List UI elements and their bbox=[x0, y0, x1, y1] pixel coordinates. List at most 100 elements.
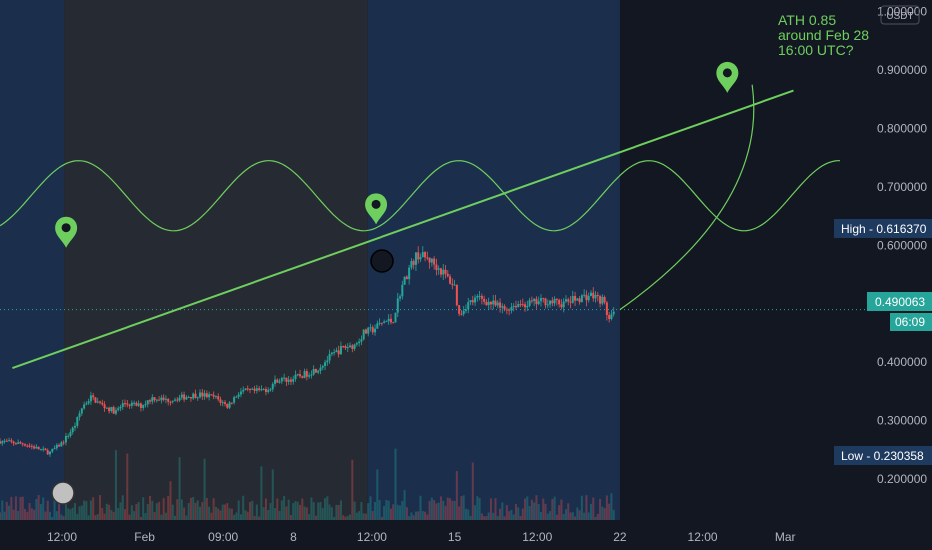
volume-bar bbox=[612, 509, 615, 520]
candle-body bbox=[164, 398, 167, 400]
candle-body bbox=[208, 394, 211, 398]
candle-body bbox=[92, 395, 95, 398]
candle-body bbox=[283, 377, 286, 379]
volume-bar bbox=[137, 501, 140, 520]
volume-bar bbox=[367, 503, 370, 520]
candle-body bbox=[599, 296, 602, 304]
volume-bar bbox=[80, 505, 83, 520]
volume-bar bbox=[510, 509, 513, 520]
volume-bar bbox=[228, 508, 231, 520]
candle-body bbox=[317, 370, 320, 373]
candle-body bbox=[542, 298, 545, 300]
marker-pin-1[interactable] bbox=[365, 193, 388, 225]
volume-bar bbox=[430, 497, 433, 520]
x-tick-label: 15 bbox=[448, 530, 462, 544]
volume-bar bbox=[417, 511, 420, 520]
x-tick-label: Feb bbox=[134, 530, 155, 544]
candle-body bbox=[587, 296, 590, 301]
candle-body bbox=[69, 432, 72, 436]
candle-body bbox=[453, 284, 456, 286]
candle-body bbox=[364, 329, 367, 334]
volume-bar bbox=[246, 511, 249, 520]
candle-body bbox=[319, 367, 322, 371]
candle-body bbox=[580, 295, 583, 303]
volume-bar bbox=[39, 503, 42, 520]
candle-body bbox=[469, 300, 472, 303]
candle-body bbox=[455, 284, 458, 306]
trendline[interactable] bbox=[12, 89, 794, 370]
candle-body bbox=[471, 300, 474, 303]
candle-body bbox=[467, 302, 470, 310]
sine-wave-drawing[interactable] bbox=[0, 160, 840, 232]
candle-body bbox=[269, 389, 272, 391]
volume-bar bbox=[317, 502, 320, 520]
marker-pin-0[interactable] bbox=[55, 216, 78, 248]
volume-bar bbox=[24, 508, 27, 520]
candle-body bbox=[221, 402, 224, 404]
volume-bar bbox=[99, 495, 102, 520]
volume-bar bbox=[305, 507, 308, 520]
volume-bar bbox=[12, 509, 15, 520]
candle-body bbox=[612, 311, 615, 315]
candle-body bbox=[85, 403, 88, 405]
candle-body bbox=[212, 394, 215, 397]
volume-bar bbox=[458, 506, 461, 520]
ath-annotation[interactable]: ATH 0.85 around Feb 28 16:00 UTC? bbox=[778, 12, 869, 58]
candle-body bbox=[80, 408, 83, 414]
volume-bar bbox=[383, 506, 386, 520]
volume-bar bbox=[208, 506, 211, 520]
volume-bar bbox=[230, 508, 233, 520]
volume-bar bbox=[267, 510, 270, 520]
marker-pin-2[interactable] bbox=[716, 61, 739, 93]
candle-body bbox=[253, 388, 256, 391]
volume-bar bbox=[437, 502, 440, 520]
candle-body bbox=[426, 257, 429, 259]
candle-body bbox=[396, 298, 399, 313]
volume-bar bbox=[308, 514, 311, 520]
event-circle-light[interactable] bbox=[51, 481, 75, 505]
volume-bar bbox=[514, 503, 517, 520]
candle-body bbox=[33, 446, 36, 449]
annotation-line-1: around Feb 28 bbox=[778, 27, 869, 43]
volume-bar bbox=[451, 500, 454, 520]
candle-body bbox=[353, 344, 356, 349]
candle-body bbox=[528, 300, 531, 306]
candle-body bbox=[201, 392, 204, 397]
volume-bar bbox=[410, 512, 413, 520]
candle-body bbox=[99, 401, 102, 403]
volume-bar bbox=[358, 511, 361, 520]
candle-body bbox=[474, 297, 477, 303]
x-tick-label: 12:00 bbox=[688, 530, 718, 544]
candle-body bbox=[155, 399, 158, 401]
candle-body bbox=[83, 404, 86, 409]
volume-bar bbox=[117, 508, 120, 520]
candle-body bbox=[367, 327, 370, 334]
volume-bar bbox=[442, 500, 445, 520]
volume-bar bbox=[312, 502, 315, 520]
volume-bar bbox=[74, 503, 77, 520]
volume-bar bbox=[30, 508, 33, 520]
candle-body bbox=[196, 397, 199, 399]
candle-body bbox=[203, 393, 206, 397]
projection-curve[interactable] bbox=[619, 84, 755, 311]
volume-bar bbox=[378, 500, 381, 520]
candle-body bbox=[0, 441, 1, 444]
candle-body bbox=[421, 252, 424, 258]
candle-body bbox=[489, 301, 492, 305]
candle-body bbox=[53, 448, 56, 450]
candle-body bbox=[28, 445, 31, 447]
volume-bar bbox=[571, 512, 574, 520]
event-circle-dark[interactable] bbox=[370, 249, 394, 273]
candle-body bbox=[24, 444, 27, 446]
volume-bar bbox=[412, 515, 415, 520]
volume-bar bbox=[428, 500, 431, 520]
volume-bar bbox=[605, 495, 608, 520]
volume-bar bbox=[569, 512, 572, 520]
candle-body bbox=[546, 304, 549, 306]
volume-bar bbox=[201, 502, 204, 520]
unit-badge[interactable]: USDT bbox=[880, 5, 920, 25]
volume-bar bbox=[110, 510, 113, 520]
volume-bar bbox=[237, 500, 240, 520]
volume-bar bbox=[274, 508, 277, 520]
